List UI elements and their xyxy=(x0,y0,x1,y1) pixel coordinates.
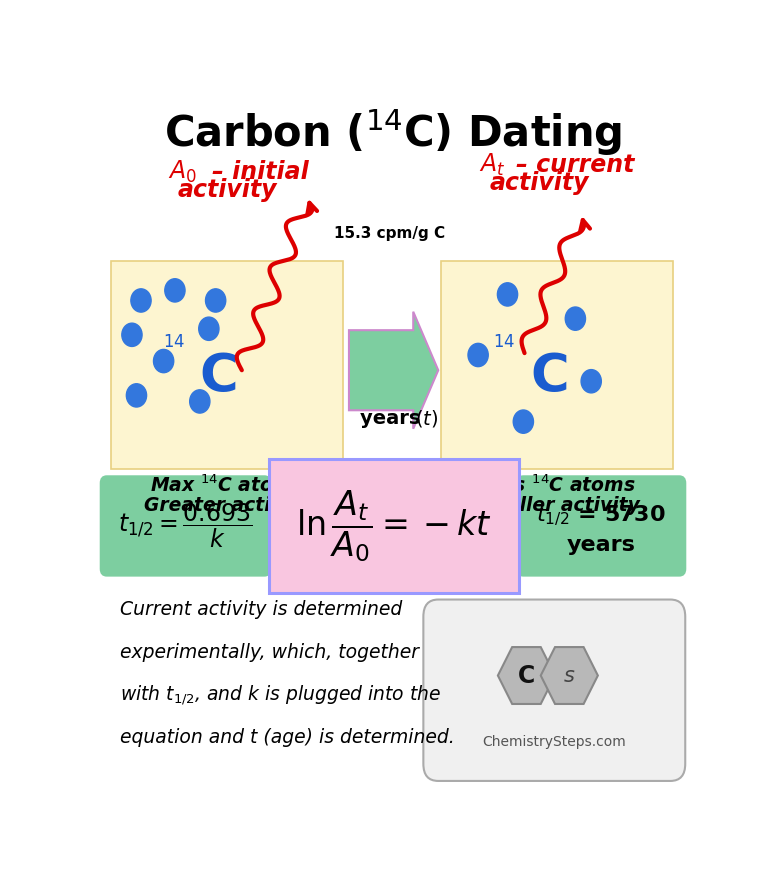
Text: years: years xyxy=(360,409,427,428)
Text: activity: activity xyxy=(177,178,276,202)
Circle shape xyxy=(468,343,488,366)
FancyArrow shape xyxy=(349,312,439,428)
FancyBboxPatch shape xyxy=(269,460,518,593)
Text: C: C xyxy=(200,351,239,404)
FancyBboxPatch shape xyxy=(441,260,674,469)
Text: $(t)$: $(t)$ xyxy=(415,408,438,428)
Text: Carbon ($^{14}$C) Dating: Carbon ($^{14}$C) Dating xyxy=(164,108,623,158)
Text: equation and t (age) is determined.: equation and t (age) is determined. xyxy=(120,727,455,747)
Text: C: C xyxy=(530,351,569,404)
Circle shape xyxy=(131,289,151,312)
Text: $t_{1/2}$ = 5730: $t_{1/2}$ = 5730 xyxy=(536,503,667,528)
Text: – initial: – initial xyxy=(212,160,309,184)
Text: – current: – current xyxy=(515,153,634,177)
Circle shape xyxy=(199,317,219,340)
Text: $t_{1/2} = \dfrac{0.693}{k}$: $t_{1/2} = \dfrac{0.693}{k}$ xyxy=(118,501,253,550)
Circle shape xyxy=(127,384,147,407)
Text: Current activity is determined: Current activity is determined xyxy=(120,600,402,620)
FancyBboxPatch shape xyxy=(111,260,343,469)
Text: Greater activity: Greater activity xyxy=(144,496,310,516)
Text: with $t_{1/2}$, and k is plugged into the: with $t_{1/2}$, and k is plugged into th… xyxy=(120,683,441,707)
Text: s: s xyxy=(564,666,574,685)
Text: years: years xyxy=(567,535,636,555)
Circle shape xyxy=(498,283,518,306)
Circle shape xyxy=(190,389,210,413)
Text: $A_t$: $A_t$ xyxy=(478,152,505,178)
FancyBboxPatch shape xyxy=(518,477,685,575)
Text: $^{14}$: $^{14}$ xyxy=(163,336,185,360)
Text: Less $^{14}$C atoms: Less $^{14}$C atoms xyxy=(478,475,636,496)
Circle shape xyxy=(154,349,174,372)
Text: $A_0$: $A_0$ xyxy=(168,158,197,185)
Circle shape xyxy=(206,289,226,312)
Text: C: C xyxy=(518,663,535,687)
Text: $\mathrm{ln}\,\dfrac{A_t}{A_0} = -kt$: $\mathrm{ln}\,\dfrac{A_t}{A_0} = -kt$ xyxy=(296,488,492,564)
Circle shape xyxy=(122,324,142,347)
Text: 15.3 cpm/g C: 15.3 cpm/g C xyxy=(334,226,445,241)
Text: activity: activity xyxy=(490,172,589,196)
FancyBboxPatch shape xyxy=(101,477,270,575)
Text: Max $^{14}$C atoms: Max $^{14}$C atoms xyxy=(150,475,304,496)
Text: ChemistrySteps.com: ChemistrySteps.com xyxy=(482,734,626,749)
Circle shape xyxy=(165,279,185,302)
Text: Smaller activity: Smaller activity xyxy=(475,496,641,516)
Text: experimentally, which, together: experimentally, which, together xyxy=(120,643,419,661)
FancyBboxPatch shape xyxy=(423,599,685,781)
Circle shape xyxy=(565,307,585,331)
Circle shape xyxy=(513,410,534,433)
Text: $^{14}$: $^{14}$ xyxy=(493,336,515,360)
Circle shape xyxy=(581,370,601,393)
